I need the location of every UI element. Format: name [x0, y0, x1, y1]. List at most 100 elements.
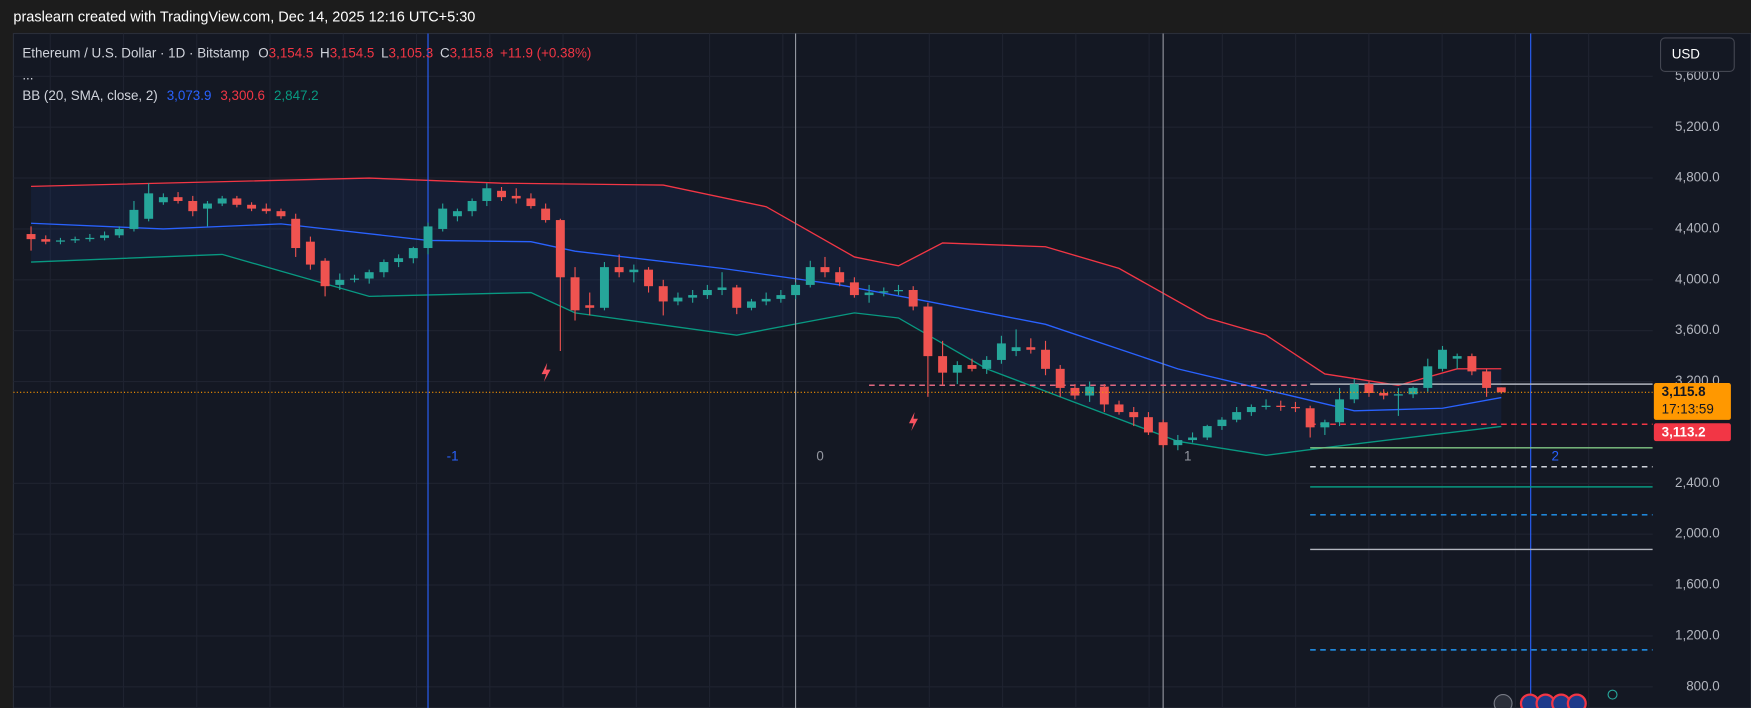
- y-tick-label: 4,800.0: [1675, 170, 1720, 185]
- candle-body: [1188, 437, 1198, 441]
- grid: [13, 33, 1653, 708]
- candle-body: [41, 239, 51, 242]
- candle-body: [585, 305, 595, 308]
- candle-body: [746, 301, 756, 308]
- price-label-sub: 17:13:59: [1662, 401, 1714, 416]
- y-tick-label: 3,600.0: [1675, 322, 1720, 337]
- candle-body: [1143, 417, 1153, 433]
- candle-body: [482, 188, 492, 201]
- candle-body: [776, 295, 786, 299]
- flag-icon: [1493, 694, 1513, 708]
- candle-body: [1467, 356, 1477, 372]
- candle-body: [541, 208, 551, 221]
- chart-panel: [12, 32, 1751, 708]
- candle-body: [732, 287, 742, 308]
- candle-body: [26, 234, 36, 240]
- y-tick-label: 1,600.0: [1675, 577, 1720, 592]
- ohlc-label: C: [440, 45, 450, 60]
- ohlc-value: 3,154.5: [330, 45, 375, 60]
- candle-body: [1085, 386, 1095, 396]
- candle-body: [629, 269, 639, 273]
- plot: -1 0 1 2: [13, 33, 1653, 708]
- candle-body: [923, 306, 933, 357]
- bb-legend: BB (20, SMA, close, 2) 3,073.9 3,300.6 2,84…: [22, 88, 318, 103]
- candle-body: [1423, 366, 1433, 388]
- candle-body: [1246, 406, 1256, 413]
- candle-body: [1099, 386, 1109, 405]
- change: +11.9 (+0.38%): [500, 45, 591, 60]
- candle-body: [1482, 371, 1492, 388]
- currency-button[interactable]: [1659, 37, 1735, 73]
- currency[interactable]: USD: [1672, 46, 1701, 61]
- candle-body: [805, 267, 815, 285]
- candle-body: [55, 240, 65, 242]
- ohlc-label: O: [258, 45, 268, 60]
- candle-body: [938, 356, 948, 373]
- candle-body: [849, 282, 859, 296]
- candle-body: [276, 211, 286, 217]
- candle-body: [1026, 347, 1036, 350]
- candle-body: [438, 208, 448, 229]
- candle-body: [996, 343, 1006, 360]
- candle-body: [1114, 404, 1124, 413]
- candle-body: [1320, 422, 1330, 428]
- overlay: Ethereum / U.S. Dollar · 1D · Bitstamp O 3…: [22, 37, 1735, 708]
- candle-body: [1261, 405, 1271, 407]
- candle-body: [217, 198, 227, 204]
- candle-body: [555, 220, 565, 278]
- candle-body: [1276, 405, 1286, 407]
- time-zone-label: 2: [1552, 448, 1559, 463]
- candle-body: [1070, 387, 1080, 396]
- candle-body: [1290, 406, 1300, 409]
- candle-body: [1202, 426, 1212, 438]
- symbol: Ethereum / U.S. Dollar · 1D · Bitstamp: [22, 45, 249, 60]
- ohlc-label: H: [320, 45, 330, 60]
- candle-body: [791, 284, 801, 296]
- candle-body: [1129, 412, 1139, 418]
- candle-body: [1217, 419, 1227, 427]
- band-line: [31, 177, 1502, 387]
- y-tick-label: 800.0: [1686, 678, 1720, 693]
- band-line: [31, 253, 1502, 456]
- candle-body: [614, 267, 624, 273]
- candle-body: [350, 278, 359, 280]
- candle-body: [394, 258, 404, 263]
- attribution: praslearn created with TradingView.com, …: [13, 10, 475, 26]
- candle-body: [879, 291, 889, 293]
- candle-body: [894, 289, 903, 292]
- candle-body: [1173, 440, 1183, 446]
- candle-body: [511, 195, 521, 199]
- band-fill: [31, 178, 1502, 456]
- bb-value: 3,073.9: [167, 88, 212, 103]
- candle-body: [335, 279, 345, 285]
- candle-body: [702, 289, 712, 296]
- candle-body: [1335, 399, 1345, 423]
- candle-body: [967, 365, 977, 369]
- candle-body: [247, 204, 257, 209]
- candle-body: [497, 190, 506, 198]
- candle-body: [1158, 422, 1168, 446]
- candle-body: [688, 295, 698, 298]
- price-labels: 3,115.8 17:13:59 3,113.2: [1653, 383, 1731, 442]
- candle-body: [952, 365, 962, 373]
- session-icon: [1607, 689, 1618, 700]
- time-zone-label: 0: [816, 448, 823, 463]
- candle-body: [1408, 387, 1418, 395]
- ohlc: O3,154.5 H3,154.5 L3,105.3 C3,115.8: [258, 45, 493, 60]
- y-tick-label: 4,000.0: [1675, 271, 1720, 286]
- candle-body: [570, 277, 580, 311]
- y-tick-label: 4,400.0: [1675, 221, 1720, 236]
- candle-body: [158, 197, 168, 203]
- y-tick-label: 1,200.0: [1675, 627, 1720, 642]
- bb-value: 2,847.2: [274, 88, 319, 103]
- candle-body: [1305, 408, 1315, 428]
- flag-icon: [1566, 693, 1587, 708]
- candle-body: [1379, 393, 1389, 396]
- ohlc-value: 3,115.8: [450, 45, 494, 60]
- event-icon: [541, 362, 551, 382]
- candle-body: [261, 208, 271, 212]
- candle-body: [673, 297, 683, 302]
- candle-body: [144, 193, 154, 219]
- candle-body: [644, 269, 654, 287]
